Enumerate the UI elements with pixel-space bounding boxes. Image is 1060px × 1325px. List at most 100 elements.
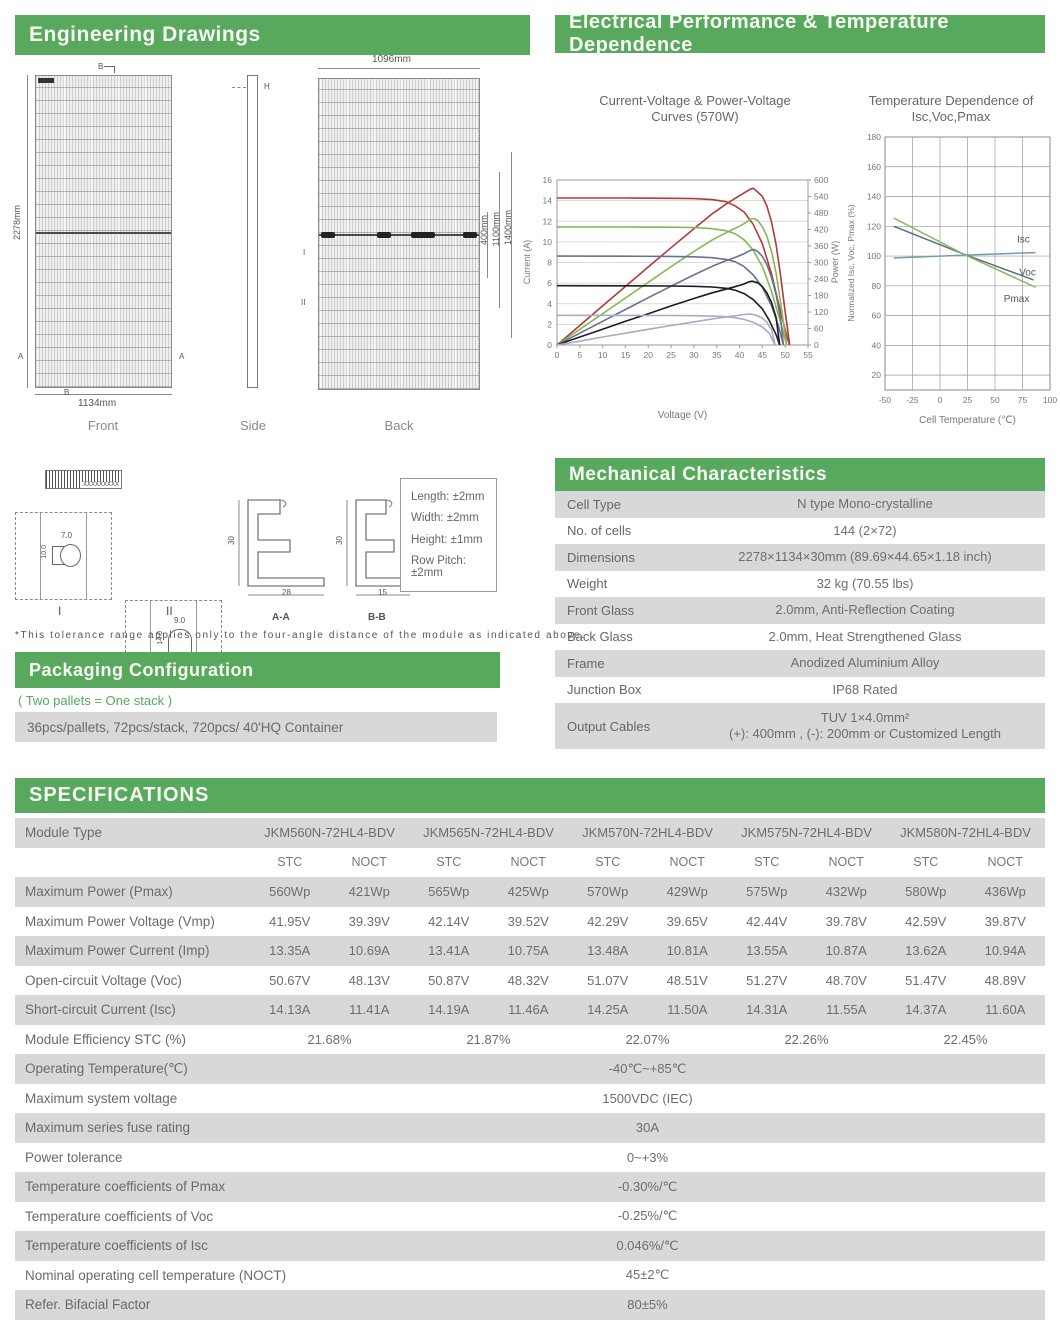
- junction-box-center: [411, 232, 435, 238]
- svg-text:40: 40: [872, 340, 882, 350]
- spec-row-label: Maximum system voltage: [25, 1090, 178, 1106]
- back-dim-1400: 1400mm: [503, 210, 513, 246]
- back-callout-1: I: [303, 248, 306, 257]
- iv-series-iv-600w-m2: [556, 255, 785, 346]
- spec-row-label: Temperature coefficients of Voc: [25, 1208, 214, 1224]
- svg-text:120: 120: [814, 307, 828, 317]
- specifications-title: SPECIFICATIONS: [29, 784, 210, 806]
- engineering-drawings-header: Engineering Drawings: [15, 15, 530, 55]
- svg-text:100: 100: [1043, 395, 1057, 405]
- front-width-dim-line: [35, 394, 172, 395]
- bb-height-dim: 30: [335, 536, 344, 545]
- iv-series-pv-200w-m2: [556, 313, 776, 346]
- spec-row-label: Temperature coefficients of Isc: [25, 1238, 208, 1254]
- temp-annotation-isc: Isc: [1017, 235, 1030, 246]
- back-dim-1100: 1100mm: [491, 212, 501, 247]
- tolerance-height: Height: ±1mm: [411, 533, 483, 546]
- detail-ii-label: II: [166, 604, 173, 618]
- spec-value-cell: 14.25A: [587, 1002, 629, 1018]
- spec-merged-row: Maximum series fuse rating 30A: [15, 1113, 1045, 1143]
- iv-chart-title-line2: Curves (570W): [651, 109, 739, 125]
- temp-series-pmax: [893, 217, 1037, 288]
- tolerance-box: Length: ±2mm Width: ±2mm Height: ±1mm Ro…: [400, 478, 497, 592]
- spec-value-cell: 565Wp: [428, 884, 470, 900]
- svg-text:300: 300: [814, 258, 828, 268]
- spec-merged-row: Nominal operating cell temperature (NOCT…: [15, 1261, 1045, 1291]
- spec-module-type-label: Module Type: [25, 825, 103, 841]
- spec-value-cell: 14.37A: [905, 1002, 947, 1018]
- mech-row-value: 2.0mm, Heat Strengthened Glass: [685, 629, 1045, 645]
- spec-value-cell: 432Wp: [825, 884, 867, 900]
- barcode-text: XXXXXXXXX: [81, 482, 120, 488]
- packaging-subtitle: ( Two pallets = One stack ): [18, 693, 173, 708]
- mech-row-value: Anodized Aluminium Alloy: [685, 655, 1045, 671]
- svg-text:160: 160: [867, 162, 881, 172]
- front-label-strip: [38, 78, 54, 83]
- spec-row-label: Nominal operating cell temperature (NOCT…: [25, 1267, 287, 1283]
- spec-condition-label: NOCT: [828, 855, 864, 870]
- barcode-label: XXXXXXXXX: [45, 470, 122, 489]
- svg-text:420: 420: [814, 225, 828, 235]
- mech-row-value-line1: 2.0mm, Heat Strengthened Glass: [768, 628, 962, 644]
- svg-text:480: 480: [814, 208, 828, 218]
- tolerance-footnote: *This tolerance range applies only to th…: [15, 630, 586, 641]
- mech-row-label: No. of cells: [567, 523, 632, 539]
- spec-row-label: Maximum series fuse rating: [25, 1120, 191, 1136]
- spec-data-row: Maximum Power Current (Imp) 13.35A 10.69A 1…: [15, 936, 1045, 966]
- mech-row-value: TUV 1×4.0mm² (+): 400mm , (-): 200mm or C…: [685, 710, 1045, 743]
- spec-value-cell: 39.78V: [825, 913, 867, 929]
- temp-annotation-pmax: Pmax: [1004, 294, 1030, 305]
- back-dim-400: 400mm: [479, 215, 489, 246]
- spec-value-cell: 13.62A: [905, 943, 947, 959]
- detail-ii-edge-right: [196, 601, 197, 687]
- spec-value-cell: 575Wp: [746, 884, 788, 900]
- spec-row-label: Refer. Bifacial Factor: [25, 1297, 151, 1313]
- mech-row-value-line1: 2.0mm, Anti-Reflection Coating: [775, 602, 955, 618]
- detail-i-label: I: [58, 604, 62, 618]
- spec-merged-value: -40℃~+85℃: [608, 1060, 687, 1076]
- svg-text:50: 50: [780, 350, 790, 360]
- spec-module-name: JKM560N-72HL4-BDV: [264, 825, 395, 841]
- tolerance-row-pitch: Row Pitch: ±2mm: [411, 554, 466, 579]
- spec-condition-label: STC: [277, 855, 303, 870]
- spec-merged-row: Temperature coefficients of Isc 0.046%/℃: [15, 1231, 1045, 1261]
- mechanical-characteristics-title: Mechanical Characteristics: [569, 463, 828, 485]
- spec-value-cell: 560Wp: [269, 884, 311, 900]
- svg-text:-25: -25: [906, 395, 919, 405]
- front-view-drawing: [35, 75, 172, 388]
- mech-row-value-line1: 144 (2×72): [833, 522, 897, 538]
- spec-module-name: JKM580N-72HL4-BDV: [900, 825, 1031, 841]
- spec-data-row: Open-circuit Voltage (Voc) 50.67V 48.13V 50…: [15, 966, 1045, 996]
- tolerance-length: Length: ±2mm: [411, 491, 485, 503]
- spec-value-cell: 22.07%: [625, 1031, 670, 1047]
- mech-row-label: Junction Box: [567, 682, 642, 698]
- spec-value-cell: 11.46A: [508, 1002, 549, 1018]
- svg-text:20: 20: [872, 370, 882, 380]
- front-marker-b-top: B: [98, 62, 104, 71]
- svg-text:5: 5: [577, 350, 582, 360]
- mechanical-table: Cell Type N type Mono-crystalline No. of c…: [555, 491, 1045, 749]
- spec-module-name: JKM565N-72HL4-BDV: [423, 825, 554, 841]
- temp-chart-title-line1: Temperature Dependence of: [868, 93, 1034, 108]
- svg-text:20: 20: [644, 350, 654, 360]
- engineering-drawings-title: Engineering Drawings: [29, 23, 261, 46]
- mech-table-row: Weight 32 kg (70.55 lbs): [555, 571, 1045, 598]
- side-view-drawing: [247, 75, 258, 388]
- svg-text:45: 45: [758, 350, 768, 360]
- detail-i-edge-right: [86, 513, 87, 599]
- spec-efficiency-row: Module Efficiency STC (%) 21.68% 21.87% 22.…: [15, 1025, 1045, 1055]
- spec-value-cell: 42.14V: [428, 913, 470, 929]
- spec-value-cell: 13.35A: [269, 943, 311, 959]
- spec-value-cell: 10.87A: [825, 943, 867, 959]
- spec-value-cell: 51.47V: [905, 972, 947, 988]
- mechanical-characteristics-header: Mechanical Characteristics: [555, 458, 1045, 491]
- spec-row-label: Open-circuit Voltage (Voc): [25, 972, 182, 988]
- iv-series-pv-600w-m2: [556, 248, 785, 346]
- iv-series-iv-800w-m2: [556, 226, 788, 346]
- mech-table-row: Frame Anodized Aluminium Alloy: [555, 650, 1045, 677]
- spec-condition-label: NOCT: [351, 855, 387, 870]
- iv-pv-curves-chart: 0246810121416060120180240300360420480540…: [522, 175, 840, 421]
- spec-condition-label: NOCT: [987, 855, 1023, 870]
- mech-table-row: No. of cells 144 (2×72): [555, 518, 1045, 545]
- side-marker-h: H: [264, 82, 270, 91]
